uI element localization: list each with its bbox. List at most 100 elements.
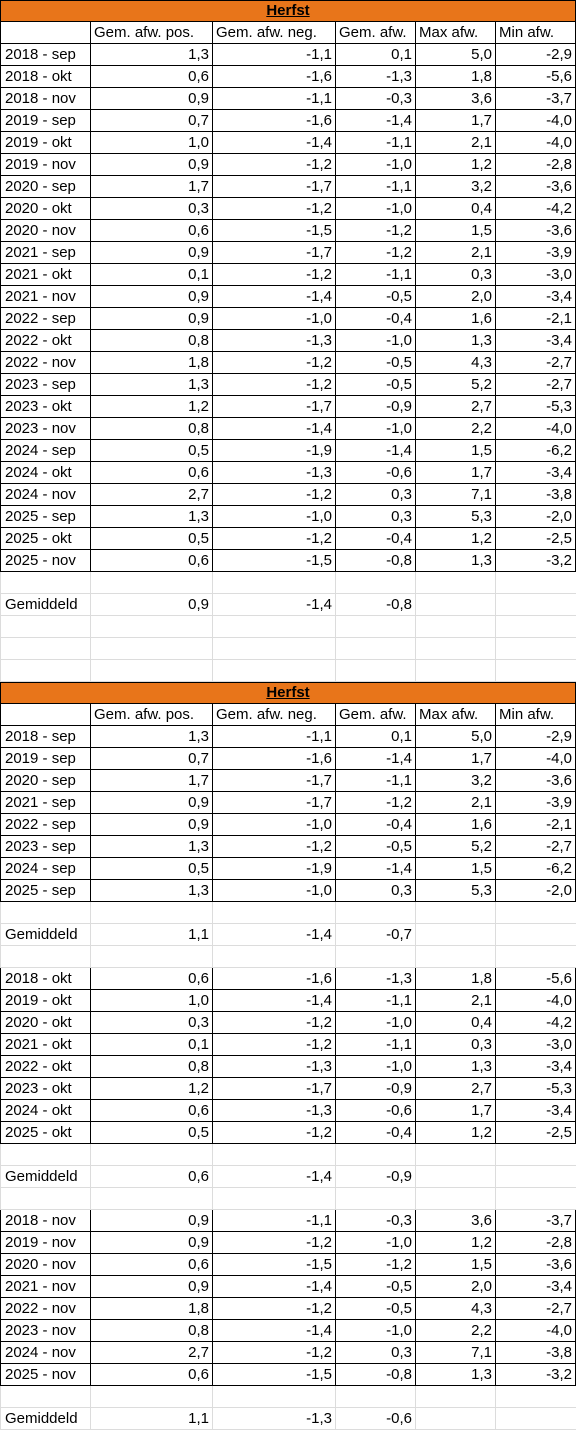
max-deviation-cell[interactable]: 5,0 [415, 44, 495, 66]
avg-deviation-cell[interactable]: -0,4 [335, 1122, 415, 1144]
period-cell[interactable]: 2025 - okt [0, 1122, 90, 1144]
min-deviation-cell[interactable]: -5,6 [495, 66, 576, 88]
max-deviation-cell[interactable]: 0,3 [415, 1034, 495, 1056]
min-deviation-cell[interactable]: -2,9 [495, 44, 576, 66]
avg-negative-cell[interactable]: -1,2 [212, 1034, 335, 1056]
max-deviation-cell[interactable]: 0,4 [415, 1012, 495, 1034]
max-deviation-cell[interactable]: 1,2 [415, 154, 495, 176]
period-cell[interactable]: 2020 - okt [0, 1012, 90, 1034]
empty-cell[interactable] [90, 660, 212, 682]
average-negative-cell[interactable]: -1,4 [212, 594, 335, 616]
period-cell[interactable]: 2018 - nov [0, 1210, 90, 1232]
avg-deviation-cell[interactable]: -1,2 [335, 1254, 415, 1276]
avg-positive-cell[interactable]: 0,5 [90, 858, 212, 880]
avg-deviation-cell[interactable]: -0,8 [335, 550, 415, 572]
min-deviation-cell[interactable]: -3,2 [495, 550, 576, 572]
avg-negative-cell[interactable]: -1,0 [212, 880, 335, 902]
avg-negative-cell[interactable]: -1,2 [212, 374, 335, 396]
average-positive-cell[interactable]: 0,6 [90, 1166, 212, 1188]
avg-positive-cell[interactable]: 1,8 [90, 352, 212, 374]
min-deviation-cell[interactable]: -2,5 [495, 1122, 576, 1144]
average-deviation-cell[interactable]: -0,6 [335, 1408, 415, 1430]
period-cell[interactable]: 2025 - okt [0, 528, 90, 550]
max-deviation-cell[interactable]: 2,2 [415, 1320, 495, 1342]
period-cell[interactable]: 2018 - okt [0, 66, 90, 88]
min-deviation-cell[interactable]: -2,8 [495, 154, 576, 176]
column-header[interactable]: Gem. afw. neg. [212, 22, 335, 44]
empty-cell[interactable] [415, 594, 495, 616]
min-deviation-cell[interactable]: -5,6 [495, 968, 576, 990]
empty-cell[interactable] [415, 1188, 495, 1210]
empty-cell[interactable] [495, 594, 576, 616]
max-deviation-cell[interactable]: 1,3 [415, 330, 495, 352]
column-header[interactable]: Min afw. [495, 22, 576, 44]
avg-positive-cell[interactable]: 2,7 [90, 1342, 212, 1364]
min-deviation-cell[interactable]: -2,1 [495, 814, 576, 836]
average-label[interactable]: Gemiddeld [0, 594, 90, 616]
avg-negative-cell[interactable]: -1,3 [212, 462, 335, 484]
avg-positive-cell[interactable]: 2,7 [90, 484, 212, 506]
avg-negative-cell[interactable]: -1,6 [212, 968, 335, 990]
min-deviation-cell[interactable]: -2,8 [495, 1232, 576, 1254]
min-deviation-cell[interactable]: -3,4 [495, 1100, 576, 1122]
avg-deviation-cell[interactable]: -0,5 [335, 374, 415, 396]
period-cell[interactable]: 2021 - nov [0, 1276, 90, 1298]
avg-negative-cell[interactable]: -1,5 [212, 1364, 335, 1386]
avg-negative-cell[interactable]: -1,2 [212, 484, 335, 506]
max-deviation-cell[interactable]: 1,2 [415, 1122, 495, 1144]
empty-cell[interactable] [212, 1386, 335, 1408]
avg-deviation-cell[interactable]: -0,5 [335, 836, 415, 858]
max-deviation-cell[interactable]: 1,7 [415, 748, 495, 770]
period-cell[interactable]: 2021 - sep [0, 792, 90, 814]
avg-positive-cell[interactable]: 0,8 [90, 418, 212, 440]
period-cell[interactable]: 2023 - okt [0, 396, 90, 418]
empty-cell[interactable] [90, 1386, 212, 1408]
max-deviation-cell[interactable]: 1,6 [415, 308, 495, 330]
empty-cell[interactable] [0, 572, 90, 594]
empty-cell[interactable] [495, 902, 576, 924]
max-deviation-cell[interactable]: 3,6 [415, 1210, 495, 1232]
empty-cell[interactable] [335, 1386, 415, 1408]
max-deviation-cell[interactable]: 0,4 [415, 198, 495, 220]
min-deviation-cell[interactable]: -4,0 [495, 110, 576, 132]
empty-cell[interactable] [495, 660, 576, 682]
period-cell[interactable]: 2019 - sep [0, 110, 90, 132]
period-cell[interactable]: 2021 - okt [0, 1034, 90, 1056]
max-deviation-cell[interactable]: 1,5 [415, 220, 495, 242]
max-deviation-cell[interactable]: 1,8 [415, 66, 495, 88]
empty-cell[interactable] [495, 638, 576, 660]
min-deviation-cell[interactable]: -2,7 [495, 374, 576, 396]
avg-negative-cell[interactable]: -1,4 [212, 286, 335, 308]
period-cell[interactable]: 2024 - sep [0, 858, 90, 880]
avg-negative-cell[interactable]: -1,7 [212, 770, 335, 792]
avg-positive-cell[interactable]: 1,2 [90, 396, 212, 418]
column-header[interactable]: Max afw. [415, 704, 495, 726]
period-cell[interactable]: 2018 - sep [0, 726, 90, 748]
avg-negative-cell[interactable]: -1,2 [212, 528, 335, 550]
column-header[interactable]: Gem. afw. [335, 704, 415, 726]
avg-positive-cell[interactable]: 1,3 [90, 726, 212, 748]
min-deviation-cell[interactable]: -4,2 [495, 198, 576, 220]
avg-negative-cell[interactable]: -1,7 [212, 176, 335, 198]
min-deviation-cell[interactable]: -3,9 [495, 242, 576, 264]
min-deviation-cell[interactable]: -4,0 [495, 132, 576, 154]
empty-cell[interactable] [212, 660, 335, 682]
avg-deviation-cell[interactable]: 0,3 [335, 484, 415, 506]
max-deviation-cell[interactable]: 1,7 [415, 110, 495, 132]
min-deviation-cell[interactable]: -4,0 [495, 1320, 576, 1342]
max-deviation-cell[interactable]: 2,2 [415, 418, 495, 440]
average-deviation-cell[interactable]: -0,9 [335, 1166, 415, 1188]
avg-negative-cell[interactable]: -1,3 [212, 1056, 335, 1078]
avg-negative-cell[interactable]: -1,9 [212, 440, 335, 462]
period-cell[interactable]: 2021 - sep [0, 242, 90, 264]
max-deviation-cell[interactable]: 2,1 [415, 242, 495, 264]
average-label[interactable]: Gemiddeld [0, 1408, 90, 1430]
empty-cell[interactable] [0, 616, 90, 638]
empty-cell[interactable] [212, 1144, 335, 1166]
period-cell[interactable]: 2023 - nov [0, 418, 90, 440]
period-cell[interactable]: 2021 - okt [0, 264, 90, 286]
period-cell[interactable]: 2023 - nov [0, 1320, 90, 1342]
min-deviation-cell[interactable]: -3,8 [495, 484, 576, 506]
avg-negative-cell[interactable]: -1,0 [212, 506, 335, 528]
empty-cell[interactable] [90, 1144, 212, 1166]
